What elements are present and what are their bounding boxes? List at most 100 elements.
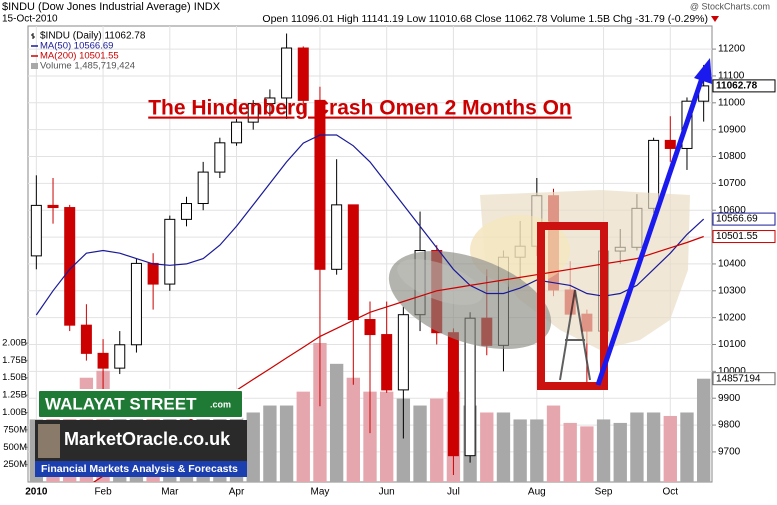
chart-title: $INDU (Dow Jones Industrial Average) IND… xyxy=(2,1,221,13)
highlight-box xyxy=(537,222,608,390)
candle-body xyxy=(397,314,409,391)
y-tick-label: 9800 xyxy=(718,420,741,431)
volume-bar xyxy=(596,419,611,482)
candle-body xyxy=(264,97,276,105)
volume-bar xyxy=(329,363,344,482)
legend-label: $INDU (Daily) 11062.78 xyxy=(40,31,146,42)
volume-bar xyxy=(430,398,444,482)
arrow-head xyxy=(694,58,712,84)
volume-bar xyxy=(480,412,494,482)
candle-body xyxy=(364,319,376,336)
x-tick-label: Oct xyxy=(663,487,679,498)
x-tick-label: May xyxy=(310,487,329,498)
y-tick-label: 11100 xyxy=(718,71,745,82)
y-tick-label: 10200 xyxy=(718,312,746,323)
candle-body xyxy=(281,47,293,99)
candle-body xyxy=(47,204,59,209)
volume-bar xyxy=(513,419,527,482)
candle-body xyxy=(197,171,209,205)
volume-bar xyxy=(313,342,327,482)
volume-bar xyxy=(396,398,411,482)
candle-body xyxy=(80,324,92,354)
y2-tick-label: 1.00B xyxy=(2,407,27,418)
logo-sign xyxy=(37,389,244,419)
airship-highlight xyxy=(397,259,483,305)
logo-brand: WALAYAT STREET xyxy=(45,394,197,413)
x-tick-label: Feb xyxy=(94,487,112,498)
volume-bar xyxy=(346,377,360,482)
volume-bar xyxy=(680,412,694,482)
x-tick-label: Mar xyxy=(161,487,179,498)
candle-body xyxy=(297,47,309,101)
y-tick-label: 11200 xyxy=(718,44,746,55)
legend-label: MA(50) 10566.69 xyxy=(40,41,113,52)
candle-body xyxy=(30,204,42,257)
x-tick-label: Apr xyxy=(229,487,245,498)
y-tick-label: 10100 xyxy=(718,339,746,350)
candle-body xyxy=(147,262,159,285)
quote: Open 11096.01 High 11141.19 Low 11010.68… xyxy=(262,13,708,25)
y2-tick-label: 750M xyxy=(3,424,27,435)
date: 15-Oct-2010 xyxy=(2,14,58,25)
last-value-box xyxy=(712,212,776,226)
volume-bar xyxy=(380,391,394,482)
logo-domain: .com xyxy=(210,399,231,409)
y-tick-label: 10300 xyxy=(718,285,746,296)
candle-body xyxy=(247,103,259,123)
x-tick-label: Jun xyxy=(379,487,395,498)
last-value-label: 11062.78 xyxy=(716,81,758,92)
y-tick-label: 10900 xyxy=(718,124,746,135)
candle-body xyxy=(164,218,176,285)
y-tick-label: 10600 xyxy=(718,205,746,216)
volume-bar xyxy=(580,426,594,482)
volume-bar xyxy=(246,412,260,482)
volume-bar xyxy=(696,378,711,482)
legend-label: MA(200) 10501.55 xyxy=(40,51,119,62)
last-value-box xyxy=(712,230,776,244)
volume-bar xyxy=(363,391,377,482)
annotation: The Hindenberg Crash Omen 2 Months On xyxy=(148,97,572,120)
volume-bar xyxy=(413,405,427,482)
y2-tick-label: 1.25B xyxy=(2,390,27,401)
logo-tagline: Financial Markets Analysis & Forecasts xyxy=(41,463,238,475)
y2-tick-label: 1.75B xyxy=(2,355,27,366)
candle-body xyxy=(447,332,459,457)
y-tick-label: 9900 xyxy=(718,393,741,404)
volume-bar xyxy=(630,412,644,482)
candle-body xyxy=(314,99,326,270)
illustration xyxy=(388,190,690,381)
last-value-label: 10501.55 xyxy=(716,231,758,242)
candle-body xyxy=(180,203,192,220)
candle-body xyxy=(97,352,109,369)
volume-bar xyxy=(646,412,661,482)
last-value-label: 14857194 xyxy=(716,373,761,384)
x-tick-label: 2010 xyxy=(25,487,48,498)
y2-tick-label: 250M xyxy=(3,459,27,470)
down-marker xyxy=(711,16,719,22)
volume-bar xyxy=(296,391,310,482)
last-value-box xyxy=(712,79,776,93)
y-tick-label: 11000 xyxy=(718,97,746,108)
volume-bar xyxy=(530,419,544,482)
y-tick-label: 10700 xyxy=(718,178,746,189)
y-tick-label: 9700 xyxy=(718,447,741,458)
source: @ StockCharts.com xyxy=(690,1,770,11)
x-tick-label: Jul xyxy=(447,487,460,498)
mast xyxy=(559,289,591,381)
candle-body xyxy=(64,207,76,326)
x-tick-label: Sep xyxy=(595,487,613,498)
legend-symbol xyxy=(31,33,35,39)
candle-body xyxy=(347,204,359,321)
volume-bar xyxy=(496,412,511,482)
y2-tick-label: 2.00B xyxy=(2,337,27,348)
y-tick-label: 10000 xyxy=(718,366,746,377)
x-tick-label: Aug xyxy=(528,487,546,498)
y2-tick-label: 1.50B xyxy=(2,372,27,383)
volume-bar xyxy=(546,405,561,482)
volume-bar xyxy=(613,422,627,482)
volume-bar xyxy=(663,415,677,482)
candle-body xyxy=(231,121,243,144)
volume-bar xyxy=(279,405,294,482)
logo-panel xyxy=(35,420,247,461)
logo-band xyxy=(35,461,247,477)
